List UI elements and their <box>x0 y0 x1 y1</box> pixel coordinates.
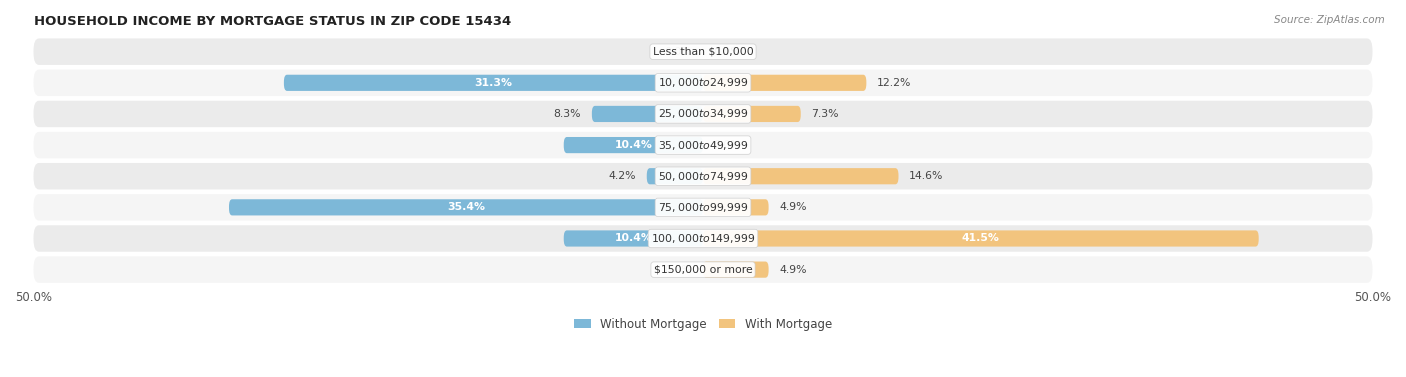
FancyBboxPatch shape <box>703 230 1258 247</box>
Text: 0.0%: 0.0% <box>665 47 692 57</box>
Text: Less than $10,000: Less than $10,000 <box>652 47 754 57</box>
Text: 0.0%: 0.0% <box>665 265 692 274</box>
FancyBboxPatch shape <box>564 230 703 247</box>
Text: 8.3%: 8.3% <box>554 109 581 119</box>
Text: $150,000 or more: $150,000 or more <box>654 265 752 274</box>
Text: $100,000 to $149,999: $100,000 to $149,999 <box>651 232 755 245</box>
Text: 10.4%: 10.4% <box>614 140 652 150</box>
FancyBboxPatch shape <box>703 168 898 184</box>
FancyBboxPatch shape <box>647 168 703 184</box>
FancyBboxPatch shape <box>34 163 1372 190</box>
Text: $35,000 to $49,999: $35,000 to $49,999 <box>658 139 748 152</box>
FancyBboxPatch shape <box>592 106 703 122</box>
FancyBboxPatch shape <box>34 132 1372 158</box>
Text: $10,000 to $24,999: $10,000 to $24,999 <box>658 76 748 89</box>
Legend: Without Mortgage, With Mortgage: Without Mortgage, With Mortgage <box>571 314 835 334</box>
Text: 10.4%: 10.4% <box>614 233 652 244</box>
FancyBboxPatch shape <box>703 262 769 278</box>
FancyBboxPatch shape <box>34 256 1372 283</box>
FancyBboxPatch shape <box>564 137 703 153</box>
Text: 4.9%: 4.9% <box>779 265 807 274</box>
Text: $75,000 to $99,999: $75,000 to $99,999 <box>658 201 748 214</box>
Text: 35.4%: 35.4% <box>447 202 485 212</box>
Text: 4.9%: 4.9% <box>779 202 807 212</box>
FancyBboxPatch shape <box>34 225 1372 252</box>
FancyBboxPatch shape <box>34 194 1372 221</box>
Text: 7.3%: 7.3% <box>811 109 839 119</box>
Text: 0.0%: 0.0% <box>714 47 741 57</box>
Text: 41.5%: 41.5% <box>962 233 1000 244</box>
Text: $50,000 to $74,999: $50,000 to $74,999 <box>658 170 748 183</box>
FancyBboxPatch shape <box>703 199 769 215</box>
FancyBboxPatch shape <box>703 106 801 122</box>
Text: Source: ZipAtlas.com: Source: ZipAtlas.com <box>1274 15 1385 25</box>
Text: $25,000 to $34,999: $25,000 to $34,999 <box>658 107 748 120</box>
FancyBboxPatch shape <box>34 70 1372 96</box>
Text: 31.3%: 31.3% <box>474 78 512 88</box>
FancyBboxPatch shape <box>229 199 703 215</box>
FancyBboxPatch shape <box>284 75 703 91</box>
FancyBboxPatch shape <box>34 101 1372 127</box>
FancyBboxPatch shape <box>703 75 866 91</box>
Text: 4.2%: 4.2% <box>609 171 636 181</box>
Text: 14.6%: 14.6% <box>910 171 943 181</box>
Text: 12.2%: 12.2% <box>877 78 911 88</box>
Text: HOUSEHOLD INCOME BY MORTGAGE STATUS IN ZIP CODE 15434: HOUSEHOLD INCOME BY MORTGAGE STATUS IN Z… <box>34 15 510 28</box>
Text: 0.0%: 0.0% <box>714 140 741 150</box>
FancyBboxPatch shape <box>34 38 1372 65</box>
